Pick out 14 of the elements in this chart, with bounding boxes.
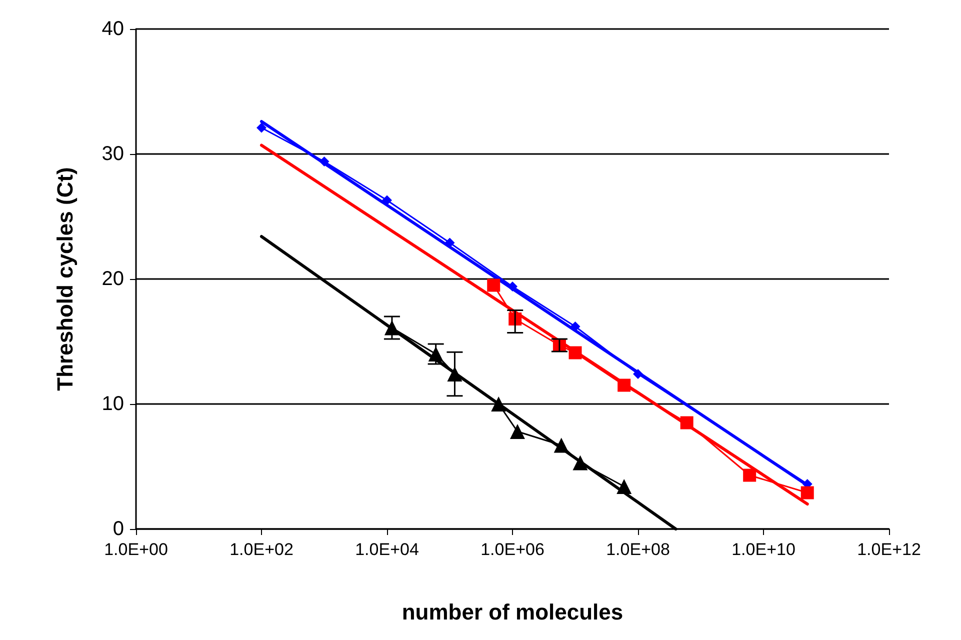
y-tick-label: 0 [112,518,124,540]
x-tick-label: 1.0E+12 [857,540,921,559]
y-tick-label: 10 [102,393,124,415]
x-tick-label: 1.0E+04 [355,540,419,559]
x-tick-label: 1.0E+08 [606,540,670,559]
x-tick-label: 1.0E+10 [732,540,796,559]
x-tick-label: 1.0E+00 [104,540,168,559]
y-tick-label: 20 [102,268,124,290]
y-tick-label: 30 [102,143,124,165]
y-tick-label: 40 [102,18,124,40]
y-axis-title: Threshold cycles (Ct) [52,167,78,391]
x-axis-title: number of molecules [402,600,624,624]
x-tick-label: 1.0E+02 [230,540,294,559]
x-tick-label: 1.0E+06 [480,540,544,559]
